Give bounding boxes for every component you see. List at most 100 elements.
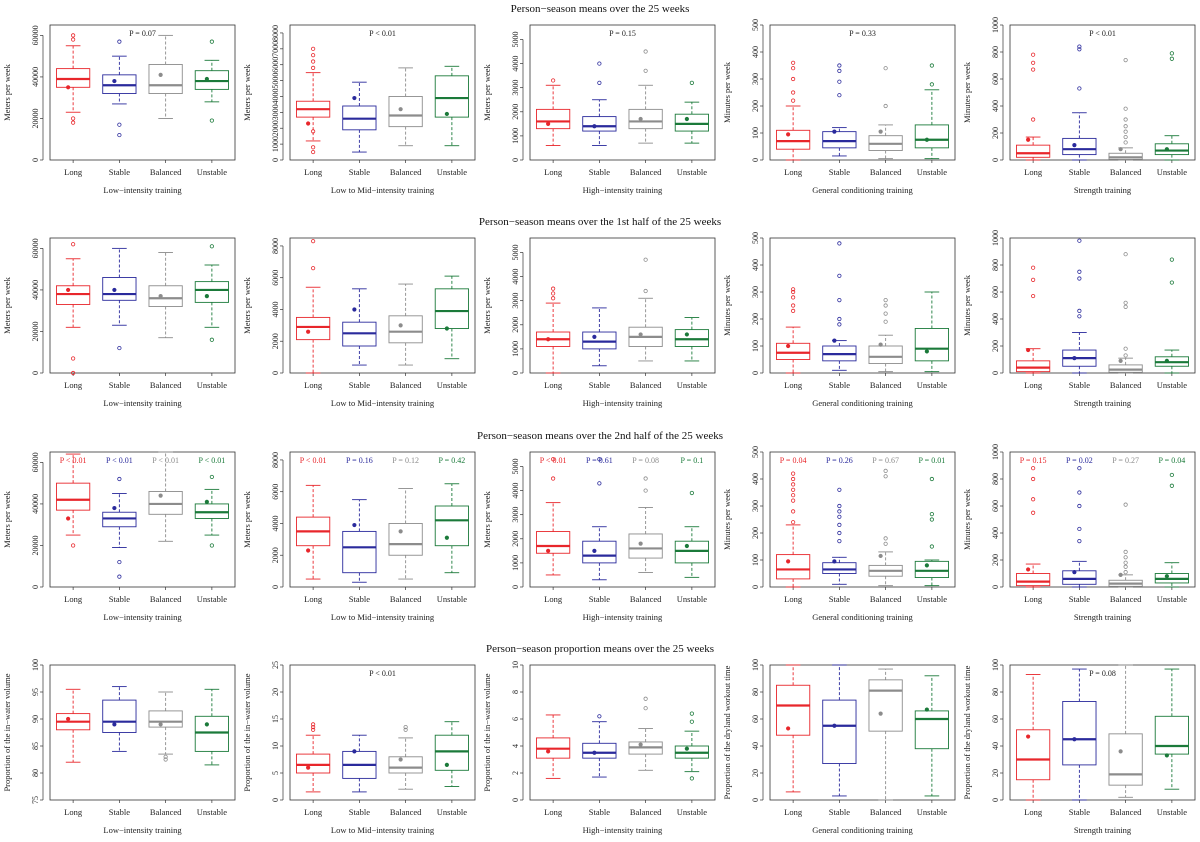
iqr-box xyxy=(296,316,331,341)
y-axis: 0 2 4 6 8 10 xyxy=(511,661,524,802)
plot-frame xyxy=(49,24,236,161)
chart-row-1: Person−season means over the 25 weeks 0 20… xyxy=(2,3,1196,195)
plot-frame xyxy=(49,451,236,588)
y-tick-label: 90 xyxy=(31,715,40,723)
mean-point xyxy=(1164,358,1169,363)
category-p-value: P = 0.02 xyxy=(1066,456,1093,465)
box-long xyxy=(776,60,811,161)
iqr-box xyxy=(1154,715,1189,755)
x-tick-label: Unstable xyxy=(677,594,707,604)
mean-point xyxy=(786,343,791,349)
mean-point xyxy=(1118,358,1123,363)
y-tick-label: 800 xyxy=(991,46,1000,58)
y-tick-label: 200 xyxy=(991,127,1000,139)
x-tick-label: Unstable xyxy=(1157,807,1187,817)
box-balanced xyxy=(388,724,423,790)
outlier-point xyxy=(1169,280,1174,285)
x-tick-label: Balanced xyxy=(150,380,182,390)
category-p-value: P < 0.01 xyxy=(106,456,133,465)
row-title: Person−season means over the 25 weeks xyxy=(511,3,690,15)
category-p-value: P < 0.01 xyxy=(199,456,226,465)
outlier-point xyxy=(1123,252,1128,257)
mean-point xyxy=(592,124,597,129)
y-tick-label: 5000 xyxy=(271,73,280,89)
outlier-point xyxy=(1123,353,1128,358)
outlier-point xyxy=(837,514,842,519)
x-tick-label: Long xyxy=(64,807,83,817)
outlier-point xyxy=(1169,51,1174,56)
y-axis: 0 1000 2000 3000 4000 5000 xyxy=(511,244,524,375)
y-tick-label: 100 xyxy=(31,659,40,671)
outlier-point xyxy=(1077,47,1082,52)
x-tick-label: Balanced xyxy=(1110,807,1142,817)
outlier-point xyxy=(311,149,316,155)
x-tick-label: Long xyxy=(1024,807,1043,817)
outlier-point xyxy=(551,286,556,291)
outlier-point xyxy=(689,80,694,85)
y-tick-label: 20000 xyxy=(31,321,40,341)
iqr-box xyxy=(434,734,469,771)
panel-2-1: 0 20000 40000 60000 Meters per week Long Stabl… xyxy=(2,237,236,408)
y-axis: 0 200 400 600 800 1000 xyxy=(991,17,1004,162)
mean-point xyxy=(352,95,357,101)
outlier-point xyxy=(643,476,648,481)
outlier-point xyxy=(1123,124,1128,129)
y-tick-label: 300 xyxy=(751,286,760,298)
iqr-box xyxy=(148,285,183,307)
mean-point xyxy=(306,329,311,334)
y-tick-label: 200 xyxy=(751,527,760,539)
y-tick-label: 0 xyxy=(991,158,1000,162)
y-tick-label: 0 xyxy=(511,585,520,589)
outlier-point xyxy=(1077,276,1082,281)
outlier-point xyxy=(597,714,602,719)
y-tick-label: 100 xyxy=(751,554,760,566)
y-tick-label: 2000 xyxy=(511,317,520,333)
x-axis-label: Low to Mid−intensity training xyxy=(331,825,435,835)
box-balanced xyxy=(1108,57,1143,161)
x-tick-label: Long xyxy=(784,167,803,177)
mean-point xyxy=(684,543,689,549)
mean-point xyxy=(1026,567,1031,572)
mean-point xyxy=(878,553,883,559)
outlier-point xyxy=(791,498,796,503)
y-tick-label: 1000 xyxy=(991,17,1000,33)
box-balanced xyxy=(148,691,183,762)
y-tick-label: 4000 xyxy=(271,515,280,531)
mean-point xyxy=(444,111,449,117)
outlier-point xyxy=(791,476,796,482)
box-balanced xyxy=(868,668,903,801)
outlier-point xyxy=(1031,293,1036,299)
y-axis: 0 100 200 300 400 500 xyxy=(751,446,764,589)
mean-point xyxy=(158,72,163,77)
x-axis-label: Low−intensity training xyxy=(103,825,182,835)
box-unstable xyxy=(194,688,229,766)
mean-point xyxy=(1026,137,1031,142)
y-axis: 0 2000 4000 6000 8000 xyxy=(271,452,284,589)
iqr-box xyxy=(388,523,423,556)
box-stable xyxy=(582,307,617,367)
y-tick-label: 20000 xyxy=(31,535,40,555)
plot-frame xyxy=(289,451,476,588)
x-tick-label: Stable xyxy=(349,167,370,177)
y-axis: 0 20 40 60 80 100 xyxy=(751,659,764,802)
box-balanced xyxy=(1108,252,1143,374)
outlier-point xyxy=(791,493,796,498)
plot-frame xyxy=(769,24,956,161)
box-stable xyxy=(582,714,617,778)
iqr-box xyxy=(582,116,617,132)
mean-point xyxy=(592,548,597,553)
p-value-label: P < 0.01 xyxy=(1089,29,1116,38)
x-tick-label: Unstable xyxy=(1157,594,1187,604)
y-tick-label: 400 xyxy=(991,100,1000,112)
category-p-value: P = 0.12 xyxy=(392,456,419,465)
outlier-point xyxy=(791,509,796,514)
panel-2-2: 0 2000 4000 6000 8000 Meters per week Long Stab… xyxy=(242,237,476,408)
outlier-point xyxy=(1077,526,1082,532)
outlier-point xyxy=(1031,497,1036,502)
x-tick-label: Long xyxy=(1024,594,1043,604)
outlier-point xyxy=(71,356,76,361)
x-axis-label: Strength training xyxy=(1074,398,1132,408)
x-axis-label: Strength training xyxy=(1074,612,1132,622)
outlier-point xyxy=(791,308,796,313)
outlier-point xyxy=(791,487,796,492)
